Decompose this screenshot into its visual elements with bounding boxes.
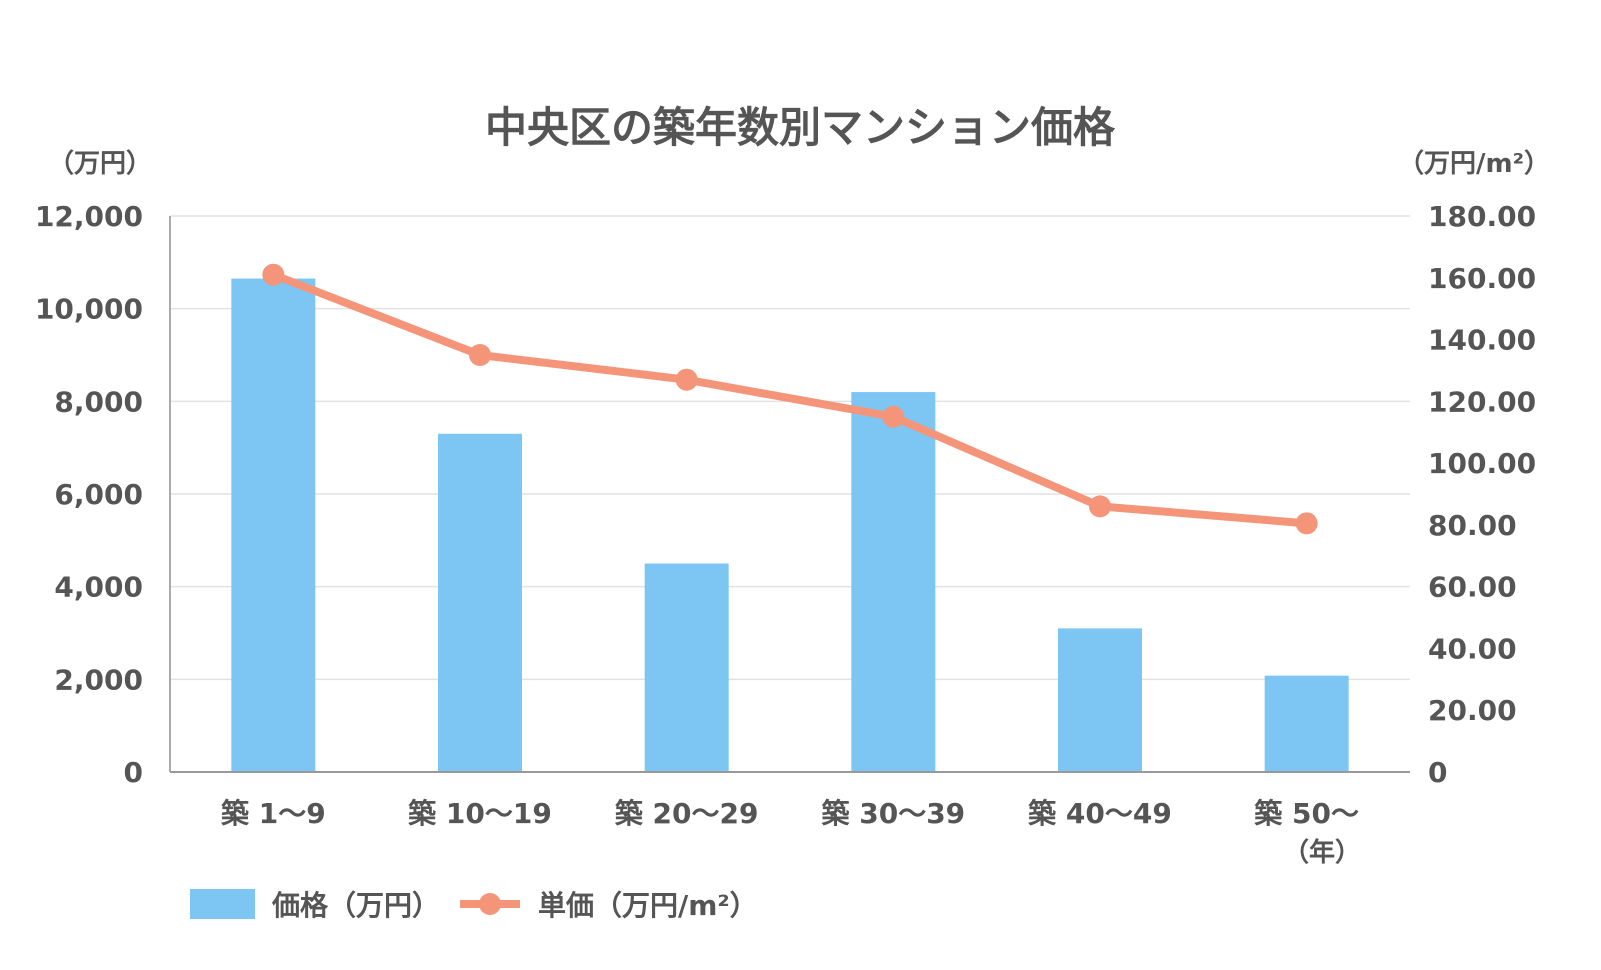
x-tick-label: 築 20〜29 bbox=[614, 797, 759, 830]
bar bbox=[644, 563, 729, 772]
left-tick-label: 0 bbox=[124, 756, 143, 789]
x-tick-label: 築 1〜9 bbox=[220, 797, 326, 830]
legend-bar-label: 価格（万円） bbox=[271, 889, 440, 922]
right-axis-unit: （万円/m²） bbox=[1398, 149, 1550, 179]
gridlines bbox=[170, 215, 1410, 681]
right-tick-label: 40.00 bbox=[1428, 632, 1517, 665]
chart-title: 中央区の築年数別マンション価格 bbox=[485, 103, 1116, 152]
left-tick-label: 12,000 bbox=[35, 200, 143, 233]
bar bbox=[231, 278, 316, 772]
line-point bbox=[675, 368, 698, 391]
left-tick-label: 10,000 bbox=[35, 293, 143, 326]
bar bbox=[1058, 628, 1142, 772]
right-tick-label: 160.00 bbox=[1428, 262, 1536, 295]
right-tick-label: 60.00 bbox=[1428, 571, 1517, 604]
series-line bbox=[269, 270, 1311, 528]
right-tick-label: 100.00 bbox=[1428, 447, 1536, 480]
right-tick-label: 80.00 bbox=[1428, 509, 1517, 542]
line-point bbox=[262, 263, 285, 286]
x-tick-label: 築 30〜39 bbox=[820, 797, 965, 830]
right-tick-label: 180.00 bbox=[1428, 200, 1536, 233]
bar bbox=[438, 433, 522, 772]
right-tick-label: 120.00 bbox=[1428, 385, 1536, 418]
left-tick-label: 4,000 bbox=[54, 571, 143, 604]
x-axis-ticks: 築 1〜9 築 10〜19 築 20〜29 築 30〜39 築 40〜49 築 50〜 bbox=[220, 797, 1359, 830]
line-point bbox=[1295, 512, 1318, 535]
bar bbox=[851, 392, 936, 772]
bar-series bbox=[231, 278, 1349, 772]
legend: 価格（万円） 単価（万円/m²） bbox=[190, 889, 758, 922]
left-tick-label: 8,000 bbox=[54, 385, 143, 418]
legend-line-label: 単価（万円/m²） bbox=[538, 889, 758, 922]
line-point bbox=[882, 405, 905, 428]
right-axis-ticks: 0 20.00 40.00 60.00 80.00 100.00 120.00 140.00 1… bbox=[1428, 200, 1536, 789]
right-tick-label: 0 bbox=[1428, 756, 1447, 789]
right-tick-label: 140.00 bbox=[1428, 324, 1536, 357]
line-point bbox=[1089, 495, 1111, 518]
x-tick-label: 築 50〜 bbox=[1253, 797, 1359, 830]
left-tick-label: 6,000 bbox=[54, 478, 143, 511]
x-axis-unit: （年） bbox=[1283, 837, 1361, 868]
x-tick-label: 築 40〜49 bbox=[1027, 797, 1172, 830]
right-tick-label: 20.00 bbox=[1428, 694, 1517, 727]
x-tick-label: 築 10〜19 bbox=[407, 797, 552, 830]
left-axis-unit: （万円） bbox=[48, 149, 152, 179]
legend-line-marker bbox=[479, 893, 501, 915]
left-axis-ticks: 0 2,000 4,000 6,000 8,000 10,000 12,000 bbox=[35, 200, 143, 789]
bar bbox=[1264, 675, 1349, 772]
legend-bar-swatch bbox=[190, 889, 255, 919]
line-point bbox=[469, 344, 491, 366]
left-tick-label: 2,000 bbox=[54, 663, 143, 696]
line-series bbox=[262, 263, 1318, 535]
